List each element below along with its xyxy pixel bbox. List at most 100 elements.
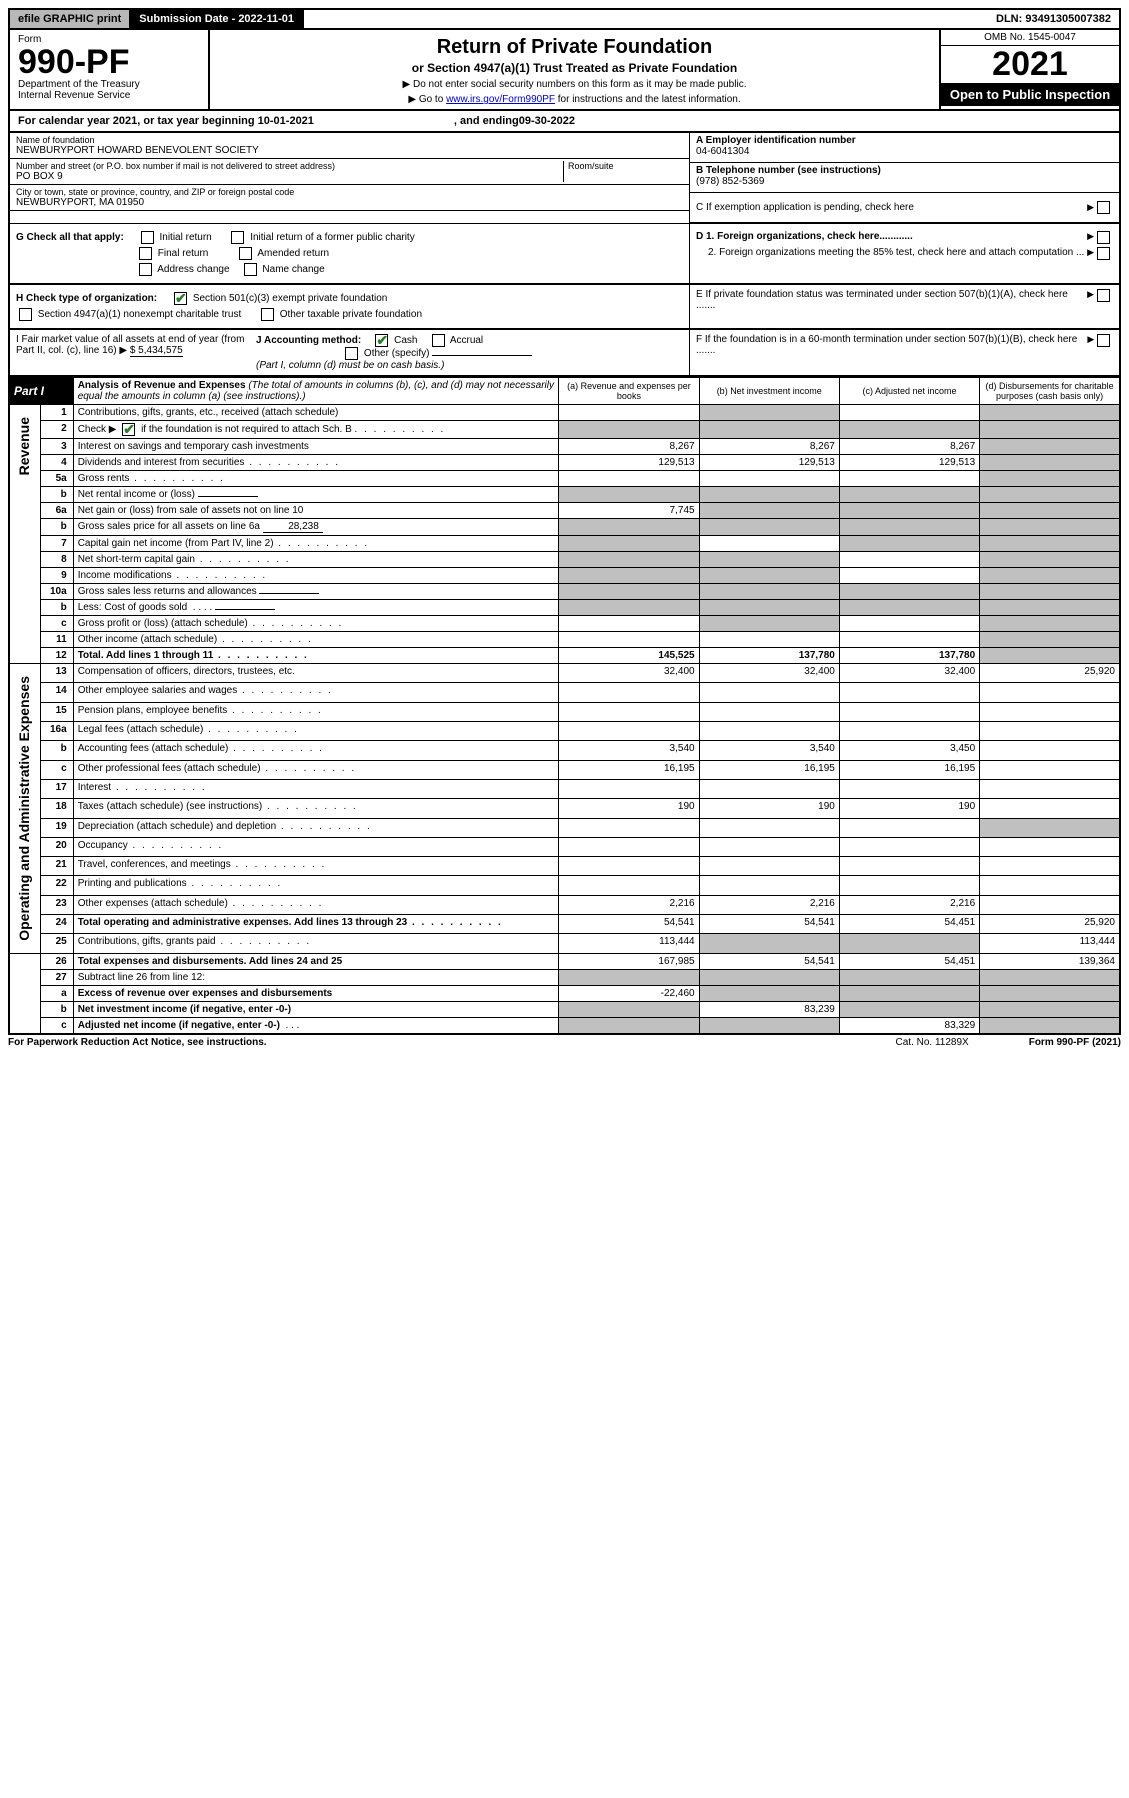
cell-b: 129,513 <box>699 455 839 471</box>
arrow-icon <box>1087 202 1094 213</box>
name-label: Name of foundation <box>16 135 683 145</box>
table-row: 4 Dividends and interest from securities… <box>9 455 1120 471</box>
table-row: b Accounting fees (attach schedule) 3,54… <box>9 741 1120 760</box>
cell-b: 3,540 <box>699 741 839 760</box>
row-num: 24 <box>41 915 73 934</box>
row-num: 8 <box>41 552 73 568</box>
row-desc: Travel, conferences, and meetings <box>78 859 231 870</box>
table-row: b Gross sales price for all assets on li… <box>9 519 1120 536</box>
check-h-section: H Check type of organization: Section 50… <box>8 284 1121 329</box>
c-checkbox[interactable] <box>1097 201 1110 214</box>
table-row: 2 Check ▶ if the foundation is not requi… <box>9 421 1120 439</box>
calendar-year-row: For calendar year 2021, or tax year begi… <box>8 111 1121 133</box>
g-name-checkbox[interactable] <box>244 263 257 276</box>
j-accrual-checkbox[interactable] <box>432 334 445 347</box>
row-num: 17 <box>41 779 73 798</box>
cell-b: 137,780 <box>699 648 839 664</box>
table-row: b Net investment income (if negative, en… <box>9 1001 1120 1017</box>
col-d-header: (d) Disbursements for charitable purpose… <box>980 378 1120 405</box>
table-row: 26 Total expenses and disbursements. Add… <box>9 953 1120 969</box>
r2-post: if the foundation is not required to att… <box>141 424 352 435</box>
c-label: C If exemption application is pending, c… <box>696 202 914 213</box>
row-desc: Gross rents <box>78 473 130 484</box>
row-num: 27 <box>41 969 73 985</box>
g-amended-checkbox[interactable] <box>239 247 252 260</box>
col-b-header: (b) Net investment income <box>699 378 839 405</box>
footer-right: Form 990-PF (2021) <box>1029 1037 1121 1048</box>
dept-label: Department of the Treasury <box>18 79 200 90</box>
cell-d: 113,444 <box>980 934 1120 953</box>
row-desc: Net gain or (loss) from sale of assets n… <box>73 503 559 519</box>
table-row: 8 Net short-term capital gain <box>9 552 1120 568</box>
row-desc: Income modifications <box>78 570 172 581</box>
instructions-link[interactable]: www.irs.gov/Form990PF <box>446 94 555 105</box>
g-final-checkbox[interactable] <box>139 247 152 260</box>
table-row: b Net rental income or (loss) <box>9 487 1120 503</box>
foundation-name: NEWBURYPORT HOWARD BENEVOLENT SOCIETY <box>16 145 683 156</box>
table-row: 10a Gross sales less returns and allowan… <box>9 584 1120 600</box>
row-desc: Contributions, gifts, grants, etc., rece… <box>73 405 559 421</box>
cell-a: 129,513 <box>559 455 699 471</box>
e-checkbox[interactable] <box>1097 289 1110 302</box>
d2-label: 2. Foreign organizations meeting the 85%… <box>708 247 1084 260</box>
arrow-icon <box>1087 247 1094 260</box>
row-num: 14 <box>41 683 73 702</box>
row-desc: Printing and publications <box>78 878 187 889</box>
row-desc: Capital gain net income (from Part IV, l… <box>78 538 274 549</box>
cell-c: 3,450 <box>839 741 979 760</box>
row-num: 12 <box>41 648 73 664</box>
cell-a: 145,525 <box>559 648 699 664</box>
g-initial-former-checkbox[interactable] <box>231 231 244 244</box>
d1-checkbox[interactable] <box>1097 231 1110 244</box>
table-row: 20 Occupancy <box>9 837 1120 856</box>
row-desc: Gross sales less returns and allowances <box>78 586 257 597</box>
cell-a: 32,400 <box>559 664 699 683</box>
row-num: 9 <box>41 568 73 584</box>
d2-checkbox[interactable] <box>1097 247 1110 260</box>
instr2-post: for instructions and the latest informat… <box>558 94 741 105</box>
i-value: $ 5,434,575 <box>130 345 183 357</box>
cell-a: 167,985 <box>559 953 699 969</box>
table-row: 17 Interest <box>9 779 1120 798</box>
h-other-checkbox[interactable] <box>261 308 274 321</box>
table-row: 21 Travel, conferences, and meetings <box>9 857 1120 876</box>
row-num: c <box>41 1017 73 1034</box>
row-num: 21 <box>41 857 73 876</box>
h-4947-checkbox[interactable] <box>19 308 32 321</box>
room-label: Room/suite <box>568 161 683 171</box>
instr-1: ▶ Do not enter social security numbers o… <box>218 79 931 90</box>
footer-mid: Cat. No. 11289X <box>896 1037 969 1048</box>
g-initial-checkbox[interactable] <box>141 231 154 244</box>
cell-b: 190 <box>699 799 839 818</box>
top-bar: efile GRAPHIC print Submission Date - 20… <box>8 8 1121 30</box>
schb-checkbox[interactable] <box>122 423 135 436</box>
form-subtitle: or Section 4947(a)(1) Trust Treated as P… <box>218 61 931 75</box>
g-opt-4: Address change <box>157 264 229 275</box>
table-row: 27 Subtract line 26 from line 12: <box>9 969 1120 985</box>
row-desc: Net rental income or (loss) <box>78 489 195 500</box>
row-desc: Dividends and interest from securities <box>78 457 245 468</box>
row-num: 7 <box>41 536 73 552</box>
row-num: 2 <box>41 421 73 439</box>
j-note: (Part I, column (d) must be on cash basi… <box>256 360 444 371</box>
row-desc: Depreciation (attach schedule) and deple… <box>78 821 276 832</box>
table-row: c Adjusted net income (if negative, ente… <box>9 1017 1120 1034</box>
f-checkbox[interactable] <box>1097 334 1110 347</box>
row-num: 3 <box>41 439 73 455</box>
cell-d: 25,920 <box>980 664 1120 683</box>
row-desc: Adjusted net income (if negative, enter … <box>78 1020 280 1031</box>
row-num: c <box>41 616 73 632</box>
j-label: J Accounting method: <box>256 335 361 346</box>
header-middle: Return of Private Foundation or Section … <box>210 30 939 109</box>
e-label: E If private foundation status was termi… <box>696 289 1087 324</box>
efile-print-button[interactable]: efile GRAPHIC print <box>10 10 131 28</box>
table-row: 6a Net gain or (loss) from sale of asset… <box>9 503 1120 519</box>
g-address-checkbox[interactable] <box>139 263 152 276</box>
row-num: b <box>41 600 73 616</box>
part1-label: Part I <box>9 378 73 405</box>
j-cash-checkbox[interactable] <box>375 334 388 347</box>
j-other-checkbox[interactable] <box>345 347 358 360</box>
row-desc: Contributions, gifts, grants paid <box>78 936 216 947</box>
h-501c3-checkbox[interactable] <box>174 292 187 305</box>
city-label: City or town, state or province, country… <box>16 187 683 197</box>
